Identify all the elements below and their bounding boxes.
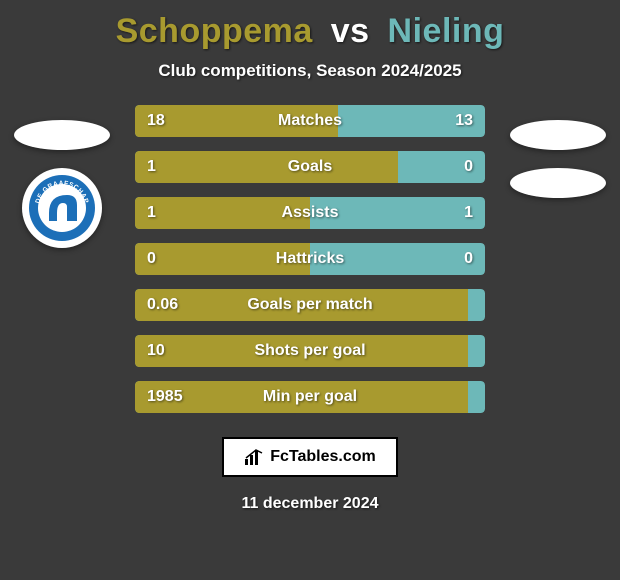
stat-row: 1985 Min per goal <box>135 381 485 413</box>
left-badges: DE GRAAFSCHAP <box>14 120 110 248</box>
stat-left-value: 0 <box>147 250 156 268</box>
stat-left-value: 10 <box>147 342 165 360</box>
stat-left-value: 1985 <box>147 388 183 406</box>
stat-left-value: 18 <box>147 112 165 130</box>
stats-container: 18Matches131Goals01Assists10Hattricks00.… <box>135 105 485 413</box>
date-text: 11 december 2024 <box>0 495 620 513</box>
stat-label: Matches <box>278 112 342 130</box>
vs-text: vs <box>331 12 370 50</box>
player1-photo-placeholder <box>14 120 110 150</box>
stat-right-value: 1 <box>464 204 473 222</box>
brand-chart-icon <box>244 449 264 465</box>
player2-name: Nieling <box>388 12 505 50</box>
comparison-card: Schoppema vs Nieling Club competitions, … <box>0 0 620 580</box>
stat-label: Goals <box>288 158 332 176</box>
subtitle: Club competitions, Season 2024/2025 <box>0 61 620 81</box>
stat-row: 10 Shots per goal <box>135 335 485 367</box>
stat-left-value: 1 <box>147 158 156 176</box>
stat-left-value: 1 <box>147 204 156 222</box>
player2-club-placeholder <box>510 168 606 198</box>
stat-row: 0 Hattricks 0 <box>135 243 485 275</box>
stat-row: 1 Goals 0 <box>135 151 485 183</box>
stat-label: Hattricks <box>276 250 344 268</box>
stat-right-value: 0 <box>464 250 473 268</box>
player1-name: Schoppema <box>116 12 313 50</box>
stat-label: Min per goal <box>263 388 357 406</box>
stat-label: Assists <box>282 204 339 222</box>
brand-badge: FcTables.com <box>222 437 398 477</box>
page-title: Schoppema vs Nieling <box>0 0 620 51</box>
stat-label: Shots per goal <box>254 342 365 360</box>
stat-row: 18 Matches 13 <box>135 105 485 137</box>
player2-photo-placeholder <box>510 120 606 150</box>
stat-fill <box>135 151 398 183</box>
stat-label: Goals per match <box>247 296 372 314</box>
club-logo-icon: DE GRAAFSCHAP <box>27 173 97 243</box>
stat-row: 1 Assists 1 <box>135 197 485 229</box>
stat-right-value: 13 <box>455 112 473 130</box>
stat-left-value: 0.06 <box>147 296 178 314</box>
stat-row: 0.06 Goals per match <box>135 289 485 321</box>
right-badges <box>510 120 606 198</box>
stat-right-value: 0 <box>464 158 473 176</box>
brand-text: FcTables.com <box>270 448 376 466</box>
player1-club-badge: DE GRAAFSCHAP <box>22 168 102 248</box>
